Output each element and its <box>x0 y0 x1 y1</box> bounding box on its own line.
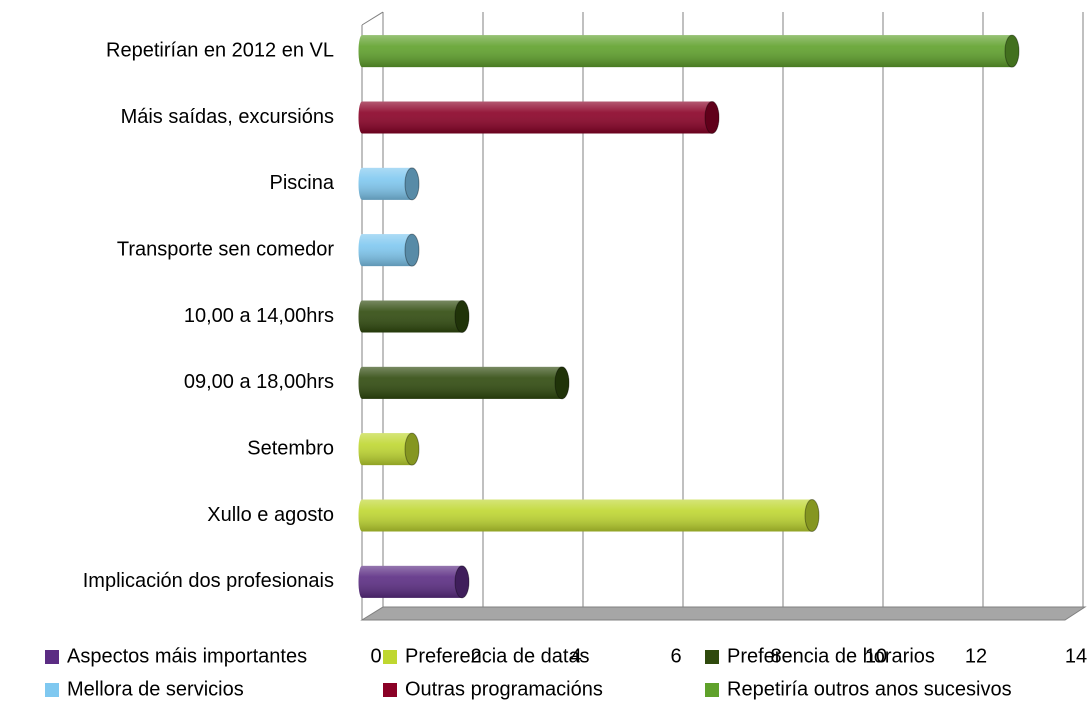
floor <box>360 606 1087 621</box>
legend-swatch <box>705 650 719 664</box>
bar-shade <box>358 234 419 267</box>
legend-label: Aspectos máis importantes <box>67 645 307 667</box>
y-tick-label: Piscina <box>270 172 335 194</box>
legend-swatch <box>383 683 397 697</box>
x-tick-label: 2 <box>470 645 481 667</box>
y-tick-label: Implicación dos profesionais <box>83 570 334 592</box>
x-tick-label: 0 <box>370 645 381 667</box>
y-tick-label: 09,00 a 18,00hrs <box>184 371 334 393</box>
legend-label: Preferencia de datas <box>405 645 590 667</box>
legend-swatch <box>45 683 59 697</box>
bar-cap <box>1004 34 1020 68</box>
bar-shade <box>358 35 1019 68</box>
bar-cap-shade <box>805 499 819 532</box>
bar-cap <box>404 167 420 201</box>
bar-shade <box>358 167 420 200</box>
x-tick-label: 12 <box>965 645 987 667</box>
x-tick-label: 8 <box>770 645 781 667</box>
x-tick-label: 4 <box>570 645 581 667</box>
y-tick-label: Transporte sen comedor <box>117 238 334 260</box>
bar-cap <box>404 432 420 466</box>
side-wall-edge <box>361 11 384 26</box>
x-tick-label: 6 <box>670 645 681 667</box>
x-tick-label: 14 <box>1065 645 1087 667</box>
bar-cap-shade <box>555 366 569 399</box>
bar-shade <box>358 433 420 466</box>
y-tick-label: Setembro <box>247 437 334 459</box>
bar-cap <box>804 499 820 532</box>
bar-cap-shade <box>1005 35 1019 68</box>
bar-cap <box>704 101 720 134</box>
legend-swatch <box>705 683 719 697</box>
legend-swatch <box>45 650 59 664</box>
y-tick-label: Xullo e agosto <box>207 504 334 526</box>
bar-cap-shade <box>455 300 469 333</box>
legend-label: Mellora de servicios <box>67 678 244 700</box>
x-tick-label: 10 <box>865 645 887 667</box>
legend-label: Repetiría outros anos sucesivos <box>727 678 1012 700</box>
bar-shade <box>358 565 469 598</box>
bar-cap <box>554 366 570 400</box>
bar-cap-shade <box>405 167 419 200</box>
bar-cap-shade <box>705 101 719 134</box>
bar-shade <box>358 101 719 134</box>
legend-swatch <box>383 650 397 664</box>
legend-label: Preferencia de horarios <box>727 645 935 667</box>
bar-shade <box>358 366 570 399</box>
y-tick-label: Máis saídas, excursións <box>121 106 334 128</box>
bar-cap-shade <box>405 234 419 267</box>
bar-cap-shade <box>455 565 469 598</box>
bar-cap <box>454 565 470 599</box>
bar-shade <box>358 499 820 532</box>
bar-shade <box>358 300 469 333</box>
y-tick-label: 10,00 a 14,00hrs <box>184 305 334 327</box>
bar-cap-shade <box>405 433 419 466</box>
bar-cap <box>404 233 420 267</box>
y-tick-label: Repetirían en 2012 en VL <box>106 39 334 61</box>
bar-cap <box>454 300 470 333</box>
legend-label: Outras programacións <box>405 678 603 700</box>
